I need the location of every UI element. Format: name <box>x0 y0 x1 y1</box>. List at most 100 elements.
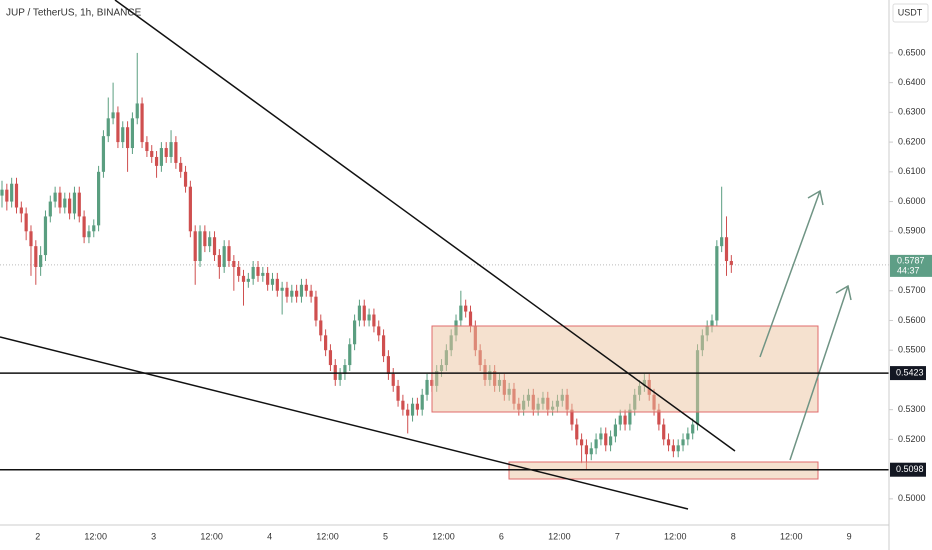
arrow <box>759 190 821 358</box>
candle-body <box>145 142 149 152</box>
last-price-box <box>890 254 932 277</box>
candle-body <box>183 171 188 187</box>
candle-body <box>575 424 579 440</box>
candle-body <box>130 118 135 149</box>
candle-body <box>237 266 241 276</box>
candle-body <box>0 189 4 196</box>
y-tick-label: 0.5300 <box>898 404 926 414</box>
candle-body <box>232 261 236 267</box>
candle-body <box>24 213 28 232</box>
candle-body <box>623 415 627 425</box>
candle-body <box>48 201 52 217</box>
candle-body <box>150 151 154 157</box>
candle-body <box>203 231 207 247</box>
candle-body <box>319 320 323 336</box>
candle-body <box>198 231 202 262</box>
candle-body <box>671 445 675 452</box>
candle-body <box>367 314 371 321</box>
candle-body <box>164 148 168 157</box>
candle-body <box>584 445 589 455</box>
candle-body <box>618 415 622 425</box>
candle-body <box>410 403 415 416</box>
candle-body <box>314 296 318 321</box>
level-label: 0.5098 <box>896 464 924 474</box>
candle-body <box>246 278 250 282</box>
candle-body <box>391 373 395 386</box>
candle-body <box>377 326 381 336</box>
candle-body <box>459 305 463 321</box>
candle-body <box>415 403 419 410</box>
candle-body <box>154 156 159 166</box>
x-tick-label: 12:00 <box>84 531 107 541</box>
candle-body <box>63 198 67 208</box>
candle-body <box>401 400 405 410</box>
candle-body <box>285 287 289 297</box>
currency: USDT <box>898 7 923 17</box>
candle-body <box>662 424 666 440</box>
candle-body <box>657 409 661 425</box>
candle-body <box>34 246 38 267</box>
candle-body <box>169 142 173 157</box>
y-tick-label: 0.6000 <box>898 196 926 206</box>
level-box <box>890 366 926 381</box>
candle-body <box>58 192 62 208</box>
candle-body <box>121 127 125 143</box>
candle-body <box>106 118 110 137</box>
candle-body <box>599 433 603 440</box>
level-box <box>890 462 926 477</box>
candle-body <box>468 311 473 327</box>
trend-line <box>0 336 689 510</box>
y-tick-label: 0.6300 <box>898 107 926 117</box>
currency-button[interactable] <box>892 3 929 23</box>
x-tick-label: 12:00 <box>780 531 803 541</box>
candle-body <box>613 424 618 437</box>
candle-body <box>343 365 347 374</box>
candle-body <box>97 171 101 226</box>
candle-body <box>362 305 366 321</box>
candle-body <box>406 409 410 416</box>
candle-body <box>357 305 362 321</box>
candle-body <box>193 231 197 262</box>
candle-body <box>5 189 9 202</box>
candle-body <box>676 445 680 452</box>
candle-body <box>101 136 106 172</box>
candle-body <box>295 290 299 297</box>
candle-body <box>241 275 246 282</box>
x-tick-label: 7 <box>615 531 620 541</box>
x-tick-label: 6 <box>499 531 504 541</box>
y-tick-label: 0.6500 <box>898 47 926 57</box>
x-tick-label: 12:00 <box>200 531 223 541</box>
candle-body <box>87 231 91 238</box>
candle-body <box>116 112 120 143</box>
candle-body <box>43 216 48 256</box>
countdown: 44:37 <box>897 265 920 275</box>
x-tick-label: 8 <box>731 531 736 541</box>
x-tick-label: 12:00 <box>432 531 455 541</box>
drawings <box>0 0 889 510</box>
candle-body <box>348 344 352 366</box>
candle-body <box>29 231 33 247</box>
candle-body <box>72 192 77 214</box>
y-tick-label: 0.6200 <box>898 136 926 146</box>
candle-body <box>92 225 96 232</box>
candle-body <box>580 439 584 446</box>
candle-body <box>570 409 574 425</box>
candle-body <box>628 409 632 425</box>
candle-body <box>386 356 390 374</box>
candle-body <box>710 320 714 327</box>
candle-body <box>309 290 313 297</box>
candle-body <box>691 424 695 434</box>
candle-body <box>179 162 183 172</box>
candle-body <box>256 266 260 276</box>
candle-body <box>304 284 308 291</box>
candle-body <box>604 433 608 446</box>
x-tick-label: 2 <box>35 531 40 541</box>
candle-body <box>290 290 294 297</box>
candle-body <box>280 287 284 291</box>
x-tick-label: 12:00 <box>548 531 571 541</box>
chart-title: JUP / TetherUS, 1h, BINANCE <box>6 8 142 19</box>
candle-body <box>208 237 212 247</box>
candle-body <box>425 379 429 395</box>
